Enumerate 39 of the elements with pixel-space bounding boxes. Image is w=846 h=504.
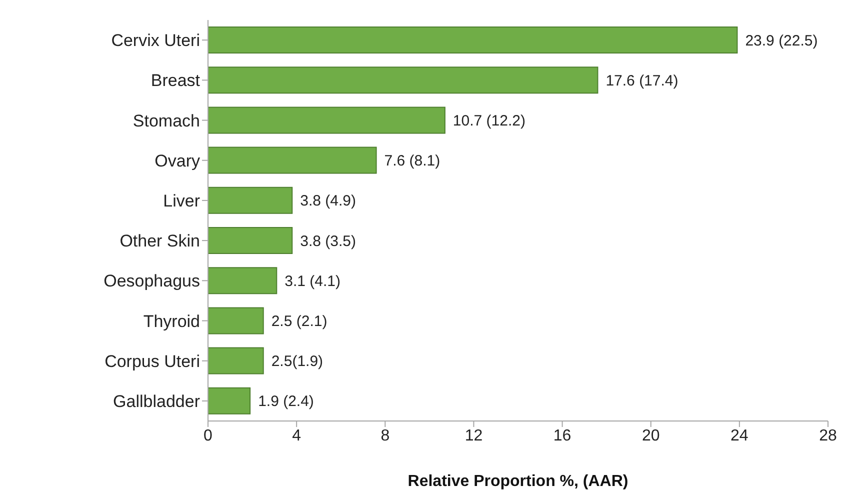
data-label: 23.9 (22.5)	[745, 32, 818, 50]
data-label: 17.6 (17.4)	[606, 72, 678, 90]
bar	[208, 267, 278, 294]
y-tick-label: Oesophagus	[104, 272, 200, 291]
bar	[208, 387, 251, 414]
data-label: 1.9 (2.4)	[258, 393, 314, 410]
y-tick-label: Liver	[163, 191, 200, 210]
bar	[208, 146, 377, 174]
bar	[208, 106, 446, 134]
bar	[208, 186, 293, 214]
data-label: 3.8 (3.5)	[300, 232, 356, 250]
x-tick-label: 8	[380, 427, 390, 444]
data-label: 7.6 (8.1)	[384, 152, 440, 170]
x-tick-label: 28	[819, 427, 837, 444]
x-tick-label: 20	[642, 427, 660, 444]
y-tick-label: Stomach	[132, 111, 200, 130]
x-tick-label: 0	[204, 427, 213, 444]
data-label: 3.1 (4.1)	[284, 272, 341, 290]
bar	[208, 307, 264, 334]
data-label: 10.7 (12.2)	[452, 112, 526, 130]
y-tick-label: Ovary	[154, 151, 200, 170]
y-tick-label: Corpus Uteri	[104, 352, 200, 371]
data-label: 2.5 (2.1)	[271, 313, 328, 330]
y-tick-label: Cervix Uteri	[111, 31, 200, 50]
x-axis-title: Relative Proportion %, (AAR)	[408, 473, 628, 490]
data-label: 3.8 (4.9)	[300, 192, 356, 210]
bar	[208, 26, 738, 54]
x-tick-label: 24	[730, 427, 748, 444]
bar	[208, 227, 293, 254]
y-tick-label: Thyroid	[143, 312, 200, 331]
data-label: 2.5(1.9)	[271, 353, 324, 370]
y-tick-label: Other Skin	[120, 232, 200, 251]
bar	[208, 66, 598, 94]
x-tick-label: 12	[464, 427, 483, 444]
x-tick-label: 4	[292, 427, 302, 444]
y-tick-label: Breast	[150, 71, 200, 90]
x-tick-label: 16	[553, 427, 572, 444]
y-tick-label: Gallbladder	[113, 392, 200, 411]
bar	[208, 347, 264, 374]
